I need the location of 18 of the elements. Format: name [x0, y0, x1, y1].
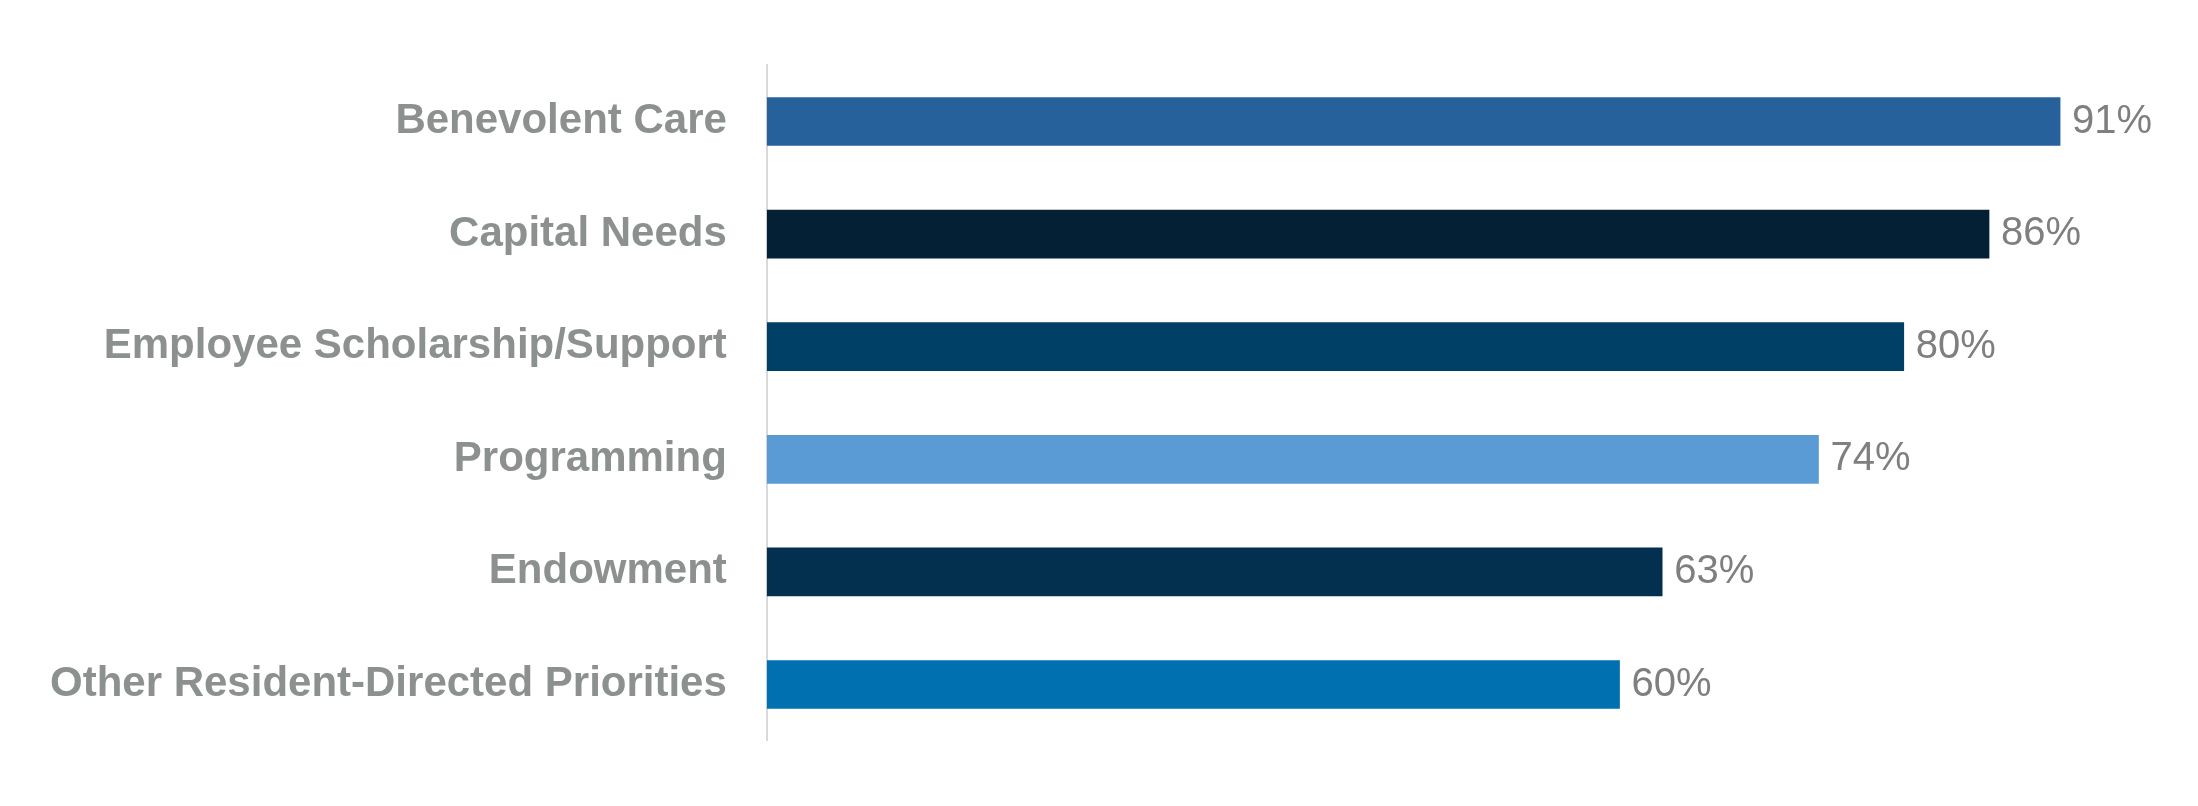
bar [766, 209, 1990, 259]
data-label: 63% [1674, 546, 1755, 591]
y-tick-label: Capital Needs [449, 207, 727, 255]
y-tick-label: Benevolent Care [395, 95, 727, 143]
y-tick-label: Employee Scholarship/Support [103, 320, 727, 368]
data-label: 91% [2072, 96, 2153, 141]
data-label: 86% [2001, 209, 2082, 254]
data-label: 80% [1915, 321, 1996, 366]
bar [766, 97, 2061, 146]
data-label: 60% [1631, 659, 1712, 704]
bar [766, 434, 1819, 484]
y-tick-label: Endowment [488, 545, 727, 593]
bar [766, 547, 1663, 597]
y-tick-label: Programming [453, 432, 727, 480]
bar [766, 660, 1620, 709]
bar [766, 322, 1905, 372]
y-tick-label: Other Resident-Directed Priorities [50, 658, 727, 706]
data-label: 74% [1830, 434, 1911, 479]
